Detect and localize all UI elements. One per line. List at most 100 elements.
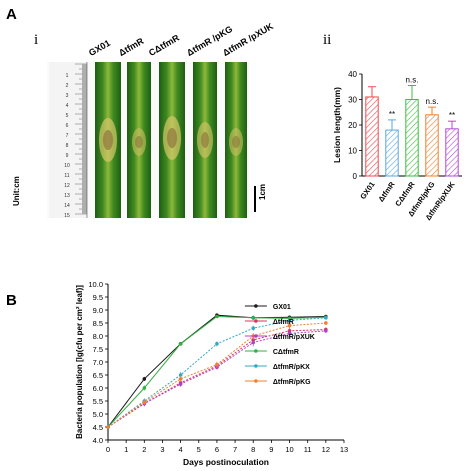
subpanel-i-label: i [34,32,39,48]
line-y-tick-label: 6.0 [93,384,103,393]
line-y-tick-label: 10.0 [88,280,103,289]
ruler-number: 2 [66,83,69,89]
line-x-tick-label: 6 [215,445,219,454]
leaf-ctfmr [159,62,185,218]
series-point [251,326,256,330]
bar [445,128,459,177]
series-point [287,323,292,328]
bar-y-tick-label: 40 [348,70,357,79]
bar [365,96,379,177]
line-y-tick-label: 5.0 [93,410,103,419]
bar [425,114,439,177]
line-x-tick-label: 13 [340,445,348,454]
legend-marker [254,379,258,383]
legend-label: ΔtfmR [273,319,294,326]
series-point [142,400,147,405]
legend-marker [254,319,258,323]
line-y-tick-label: 4.5 [93,423,103,432]
bar-significance: n.s. [426,97,439,106]
series-point [215,314,219,319]
series-point [324,321,328,325]
series-point [251,316,256,320]
line-y-tick-label: 7.5 [93,345,103,354]
bar-significance: ** [449,111,455,120]
ruler-number: 4 [66,103,69,109]
bar-y-tick-label: 30 [348,96,357,105]
line-x-tick-label: 4 [179,445,183,454]
line-x-tick-label: 8 [251,445,255,454]
series-point [215,362,219,367]
line-x-tick-label: 3 [160,445,164,454]
leaf-photo: 1 2 3 4 5 6 7 8 9 10 11 12 13 14 15 [47,62,249,219]
series-point [142,386,147,390]
series-point [142,377,147,381]
line-y-tick-label: 8.0 [93,332,103,341]
line-x-tick-label: 7 [233,445,237,454]
strain-label-ctfmr: CΔtfmR [147,32,181,58]
strain-label-tfmr: ΔtfmR [117,35,146,58]
panel-b-letter: B [6,292,17,309]
series-point [287,331,292,336]
leaf-gx01 [95,62,121,218]
legend-marker [254,364,258,368]
legend-marker [254,349,258,353]
series-point [324,329,328,333]
ruler-number: 9 [66,153,69,159]
bar-y-tick-label: 20 [348,121,357,130]
scale-bar-label: 1cm [258,183,267,200]
legend-label: ΔtfmR/pKG [273,379,311,386]
ruler-number: 13 [64,193,70,199]
series-point [178,342,183,346]
unit-label: Unit:cm [12,176,21,206]
line-x-tick-label: 2 [142,445,146,454]
legend-marker [254,304,258,308]
line-y-tick-label: 9.0 [93,306,103,315]
bar-significance: ** [389,110,395,119]
series-line [107,314,326,428]
line-x-tick-label: 1 [124,445,128,454]
lesion-bar-chart: 0 10 20 30 40 Lesion length(mm) GX01 ** ΔtfmR n.s… [332,70,462,222]
bar-y-axis-label: Lesion length(mm) [332,87,342,163]
line-x-tick-label: 12 [322,445,330,454]
line-y-tick-label: 9.5 [93,293,103,302]
ruler-number: 10 [64,163,70,169]
bar-category-label: ΔtfmR [376,180,397,204]
line-x-axis-label: Days postinoculation [183,457,269,467]
series-point [106,425,110,429]
line-y-tick-label: 7.0 [93,358,103,367]
line-y-tick-label: 4.0 [93,436,103,445]
ruler-number: 3 [66,93,69,99]
series-point [178,373,183,377]
line-y-tick-label: 6.5 [93,371,103,380]
line-y-axis-label: Bacteria population [lg(cfu per cm² leaf… [75,285,84,439]
line-x-tick-label: 10 [285,445,293,454]
line-x-tick-label: 0 [106,445,110,454]
ruler-number: 8 [66,143,69,149]
line-x-tick-label: 5 [197,445,201,454]
bar-category-label: GX01 [358,180,376,201]
series-point [287,318,292,323]
series-point [178,382,183,386]
series-point [251,340,256,345]
ruler-number: 15 [64,213,70,218]
scale-bar [254,186,256,212]
series-point [324,316,328,320]
legend-label: GX01 [273,304,291,311]
line-x-tick-label: 11 [304,445,312,454]
bacteria-line-chart: 0 1 2 3 4 5 6 7 8 9 10 11 12 134.04.55.05.56.06.57.07… [75,280,348,467]
bar [405,99,419,177]
ruler-number: 6 [66,123,69,129]
series-point [178,377,183,381]
bar-y-tick-label: 10 [348,147,357,156]
leaf-tfmr-pxuk [225,62,247,218]
bar-significance: n.s. [406,75,419,84]
leaf-tfmr [127,62,151,218]
series-point [215,342,219,346]
strain-label-gx01: GX01 [87,37,112,58]
line-y-tick-label: 5.5 [93,397,103,406]
legend-marker [254,334,258,338]
legend-label: CΔtfmR [273,349,299,356]
leaf-tfmr-pkg [193,62,217,218]
line-x-tick-label: 9 [269,445,273,454]
